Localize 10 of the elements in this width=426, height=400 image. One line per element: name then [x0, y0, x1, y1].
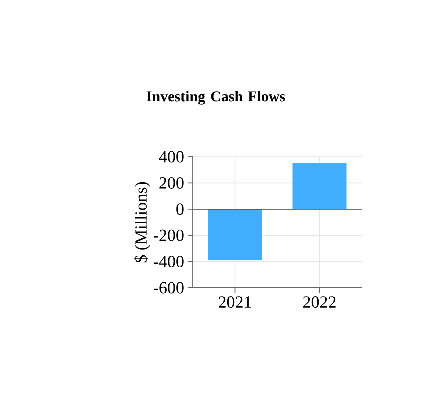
y-tick-label: -200: [154, 230, 184, 242]
y-tick-label: 400: [159, 151, 184, 163]
y-tick-label: -400: [154, 256, 184, 268]
x-tick-label: 2021: [219, 296, 252, 308]
y-tick-label: -600: [154, 282, 184, 294]
x-tick-label: 2022: [304, 296, 336, 308]
y-axis-title: $ (Millions): [134, 182, 150, 263]
y-tick-label: 0: [176, 204, 184, 216]
y-tick-label: 200: [160, 177, 184, 189]
chart-title: Investing Cash Flows: [146, 91, 286, 105]
